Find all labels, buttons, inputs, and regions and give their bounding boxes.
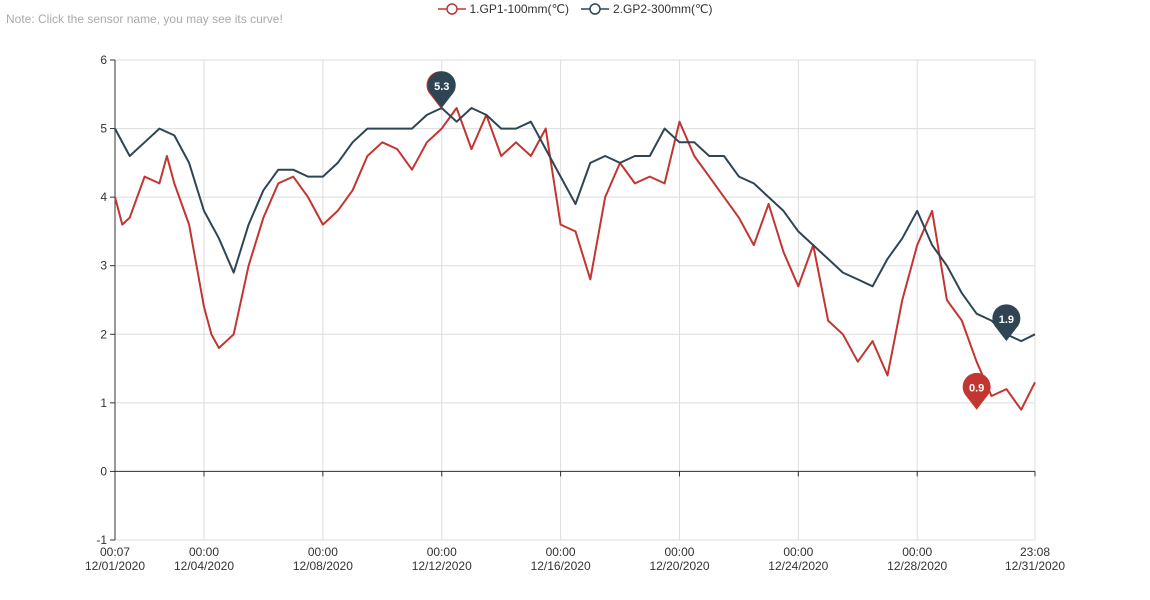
y-tick-label: 4 — [100, 190, 107, 204]
pin-marker — [962, 372, 991, 410]
pin-marker — [992, 304, 1021, 342]
x-tick-time: 00:00 — [427, 545, 457, 559]
x-tick-time: 00:00 — [189, 545, 219, 559]
x-tick-time: 00:00 — [664, 545, 694, 559]
y-tick-label: 6 — [100, 53, 107, 67]
mark-point-pin: 1.9 — [992, 304, 1021, 342]
mark-point-pin: 5.3 — [427, 71, 456, 108]
x-tick-time: 00:00 — [308, 545, 338, 559]
x-tick-date: 12/08/2020 — [293, 559, 353, 573]
y-tick-label: 3 — [100, 259, 107, 273]
y-tick-label: 5 — [100, 122, 107, 136]
pin-label: 1.9 — [999, 314, 1014, 326]
x-tick-time: 23:08 — [1020, 545, 1050, 559]
series-line-1 — [114, 107, 1036, 411]
x-tick-date: 12/24/2020 — [768, 559, 828, 573]
pin-label: 0.9 — [969, 383, 984, 395]
x-tick-date: 12/01/2020 — [85, 559, 145, 573]
legend-item-gp1[interactable]: 1.GP1-100mm(℃) — [437, 2, 570, 16]
legend-label-gp1: 1.GP1-100mm(℃) — [469, 2, 570, 16]
series-line-2 — [114, 107, 1036, 343]
chart-axes: -1012345600:0712/01/202000:0012/04/20200… — [85, 53, 1065, 573]
y-tick-label: 2 — [100, 327, 107, 341]
pin-label: 5.3 — [434, 81, 449, 93]
pin-marker — [427, 71, 456, 108]
y-tick-label: 0 — [100, 464, 107, 478]
legend-item-gp2[interactable]: 2.GP2-300mm(℃) — [581, 2, 713, 16]
x-tick-time: 00:00 — [783, 545, 813, 559]
x-tick-date: 12/16/2020 — [531, 559, 591, 573]
x-tick-date: 12/28/2020 — [887, 559, 947, 573]
x-tick-time: 00:07 — [100, 545, 130, 559]
y-tick-label: 1 — [100, 396, 107, 410]
mark-points: 5.30.95.31.9 — [426, 71, 1021, 410]
x-tick-date: 12/20/2020 — [649, 559, 709, 573]
x-tick-time: 00:00 — [546, 545, 576, 559]
series-lines — [114, 107, 1036, 411]
mark-point-pin: 0.9 — [962, 372, 991, 410]
x-tick-date: 12/31/2020 — [1005, 559, 1065, 573]
legend-label-gp2: 2.GP2-300mm(℃) — [613, 2, 713, 16]
x-tick-date: 12/04/2020 — [174, 559, 234, 573]
x-tick-date: 12/12/2020 — [412, 559, 472, 573]
x-tick-time: 00:00 — [902, 545, 932, 559]
grid-lines — [114, 59, 1036, 541]
chart-note: Note: Click the sensor name, you may see… — [6, 12, 283, 26]
y-tick-label: -1 — [96, 533, 107, 547]
chart-legend: 1.GP1-100mm(℃) 2.GP2-300mm(℃) — [0, 2, 1150, 16]
legend-line-circle-icon — [437, 3, 466, 15]
legend-line-circle-icon — [581, 3, 609, 15]
